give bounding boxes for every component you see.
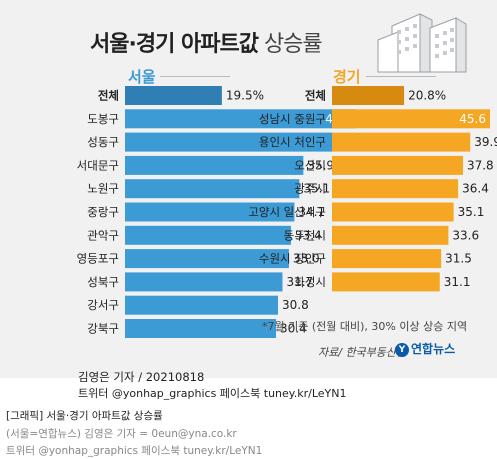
seoul-bar [125, 272, 283, 292]
credit-line-1: 김영은 기자 / 20210818 [78, 370, 205, 384]
seoul-value-label: 30.8 [282, 298, 309, 312]
seoul-category-label: 노원구 [87, 182, 119, 196]
chart-source: 자료/ 한국부동산원 [318, 346, 407, 359]
seoul-value-label: 33.4 [295, 228, 322, 242]
seoul-category-label: 서대문구 [77, 158, 119, 172]
gyeonggi-category-label: 오산시 [294, 158, 326, 172]
seoul-category-label: 성북구 [87, 275, 119, 289]
chart-title: 서울·경기 아파트값 상승률 [90, 26, 323, 58]
gyeonggi-category-label: 광주시 [294, 182, 326, 196]
infographic-card: 서울·경기 아파트값 상승률 서울 경기 전체19.5%도봉구46.5성동구41… [0, 0, 497, 378]
gyeonggi-bar [332, 249, 442, 269]
seoul-bar [125, 132, 334, 152]
gyeonggi-value-label: 35.1 [458, 205, 485, 219]
seoul-category-label: 도봉구 [87, 112, 119, 126]
gyeonggi-bar [332, 179, 459, 199]
seoul-category-label: 성동구 [87, 135, 119, 149]
seoul-bar [125, 225, 291, 245]
gyeonggi-value-label: 33.6 [452, 228, 479, 242]
caption-reporter: (서울=연합뉴스) 김영은 기자 = 0eun@yna.co.kr [6, 428, 237, 440]
gyeonggi-category-label: 동두천시 [284, 228, 326, 242]
apartment-buildings-icon [377, 13, 467, 73]
seoul-value-label: 30.4 [280, 322, 307, 336]
gyeonggi-category-label: 전체 [305, 89, 326, 103]
seoul-bar [125, 249, 289, 269]
yonhap-logo-icon: Y [395, 342, 409, 357]
gyeonggi-section-title: 경기 [333, 68, 361, 86]
gyeonggi-value-label: 39.9 [474, 135, 497, 149]
gyeonggi-value-label: 36.4 [462, 182, 489, 196]
gyeonggi-bar [332, 272, 440, 292]
gyeonggi-bar [332, 132, 471, 152]
gyeonggi-category-label: 성남시 중원구 [259, 112, 326, 126]
gyeonggi-value-label: 31.1 [444, 275, 471, 289]
seoul-category-label: 관악구 [87, 228, 119, 242]
gyeonggi-category-label: 용인시 처인구 [259, 135, 326, 149]
title-bold: 서울·경기 아파트값 [90, 32, 259, 57]
gyeonggi-bar [332, 202, 454, 222]
seoul-bar [125, 179, 300, 199]
yonhap-logo-text: 연합뉴스 [411, 342, 456, 356]
seoul-bar [125, 155, 304, 175]
seoul-value-label: 31.7 [286, 275, 313, 289]
gyeonggi-category-label: 수원시 장안구 [259, 252, 326, 266]
chart-note: *7월 기준 (전월 대비), 30% 이상 상승 지역 [262, 320, 468, 333]
seoul-bar [125, 202, 295, 222]
seoul-category-label: 강서구 [87, 298, 119, 312]
seoul-section-title: 서울 [128, 68, 156, 86]
seoul-value-label: 34.1 [298, 205, 325, 219]
seoul-bar [125, 109, 356, 129]
seoul-bar [125, 295, 279, 315]
gyeonggi-value-label: 37.8 [467, 158, 494, 172]
gyeonggi-value-label: 20.8% [408, 89, 446, 103]
yonhap-logo: Y 연합뉴스 [395, 340, 455, 357]
bar-charts: 전체19.5%도봉구46.5성동구41.9서대문구35.9노원구35.1중랑구3… [77, 86, 497, 338]
seoul-value-label: 35.9 [307, 158, 334, 172]
gyeonggi-bar [332, 155, 463, 175]
seoul-bar [125, 319, 277, 338]
seoul-category-label: 영등포구 [77, 252, 119, 266]
seoul-value-label: 19.5% [226, 89, 264, 103]
gyeonggi-category-label: 고양시 일산서구 [248, 205, 326, 219]
seoul-category-label: 전체 [98, 89, 119, 103]
seoul-value-label: 33.0 [293, 252, 320, 266]
seoul-category-label: 중랑구 [87, 205, 119, 219]
caption-title: [그래픽] 서울·경기 아파트값 상승률 [6, 410, 163, 422]
gyeonggi-value-label: 31.5 [445, 252, 472, 266]
gyeonggi-category-label: 화성시 [294, 275, 326, 289]
gyeonggi-value-label: 45.6 [459, 112, 486, 126]
title-light: 상승률 [263, 32, 323, 57]
caption-twitter: 트위터 @yonhap_graphics 페이스북 tuney.kr/LeYN1 [6, 445, 263, 457]
gyeonggi-bar [332, 86, 405, 105]
seoul-section-line [160, 76, 230, 77]
seoul-bar [125, 86, 222, 105]
seoul-value-label: 35.1 [303, 182, 330, 196]
gyeonggi-section-line [366, 76, 436, 77]
credit-line-2: 트위터 @yonhap_graphics 페이스북 tuney.kr/LeYN1 [78, 387, 347, 400]
gyeonggi-bar [332, 225, 449, 245]
seoul-category-label: 강북구 [87, 322, 119, 336]
gyeonggi-bar [332, 109, 490, 129]
